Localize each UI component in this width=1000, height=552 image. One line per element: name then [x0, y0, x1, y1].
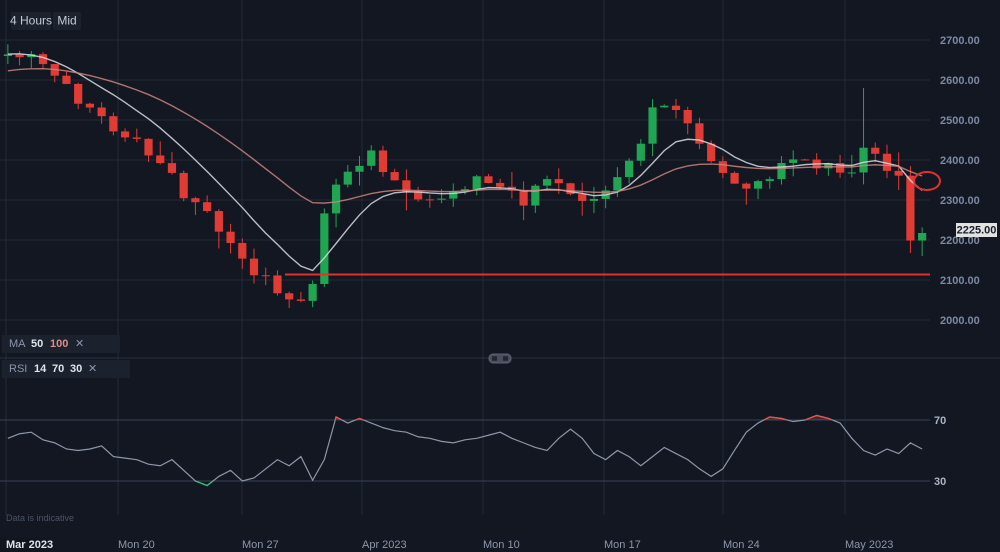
svg-text:100: 100	[50, 338, 68, 350]
svg-text:2600.00: 2600.00	[940, 75, 980, 87]
svg-text:2500.00: 2500.00	[940, 115, 980, 127]
svg-text:Mar 2023: Mar 2023	[6, 539, 53, 551]
svg-text:2400.00: 2400.00	[940, 155, 980, 167]
svg-text:Mon 17: Mon 17	[604, 539, 641, 551]
svg-text:4 Hours: 4 Hours	[10, 14, 52, 28]
svg-text:✕: ✕	[88, 363, 97, 375]
svg-text:Mon 27: Mon 27	[242, 539, 279, 551]
svg-text:30: 30	[934, 476, 946, 488]
svg-text:14: 14	[34, 363, 47, 375]
svg-text:70: 70	[934, 415, 946, 427]
svg-text:Apr 2023: Apr 2023	[362, 539, 407, 551]
svg-text:2225.00: 2225.00	[957, 225, 997, 237]
svg-text:May 2023: May 2023	[845, 539, 893, 551]
svg-text:2100.00: 2100.00	[940, 275, 980, 287]
svg-text:Data is indicative: Data is indicative	[6, 513, 74, 523]
svg-text:✕: ✕	[75, 338, 84, 350]
svg-text:Mid: Mid	[57, 14, 76, 28]
svg-text:2300.00: 2300.00	[940, 195, 980, 207]
svg-text:2000.00: 2000.00	[940, 315, 980, 327]
svg-text:50: 50	[31, 338, 43, 350]
svg-text:Mon 20: Mon 20	[118, 539, 155, 551]
svg-text:Mon 24: Mon 24	[723, 539, 760, 551]
svg-text:MA: MA	[9, 338, 26, 350]
svg-text:70: 70	[52, 363, 64, 375]
svg-text:RSI: RSI	[9, 363, 27, 375]
svg-text:30: 30	[70, 363, 82, 375]
svg-text:2700.00: 2700.00	[940, 35, 980, 47]
svg-text:Mon 10: Mon 10	[483, 539, 520, 551]
